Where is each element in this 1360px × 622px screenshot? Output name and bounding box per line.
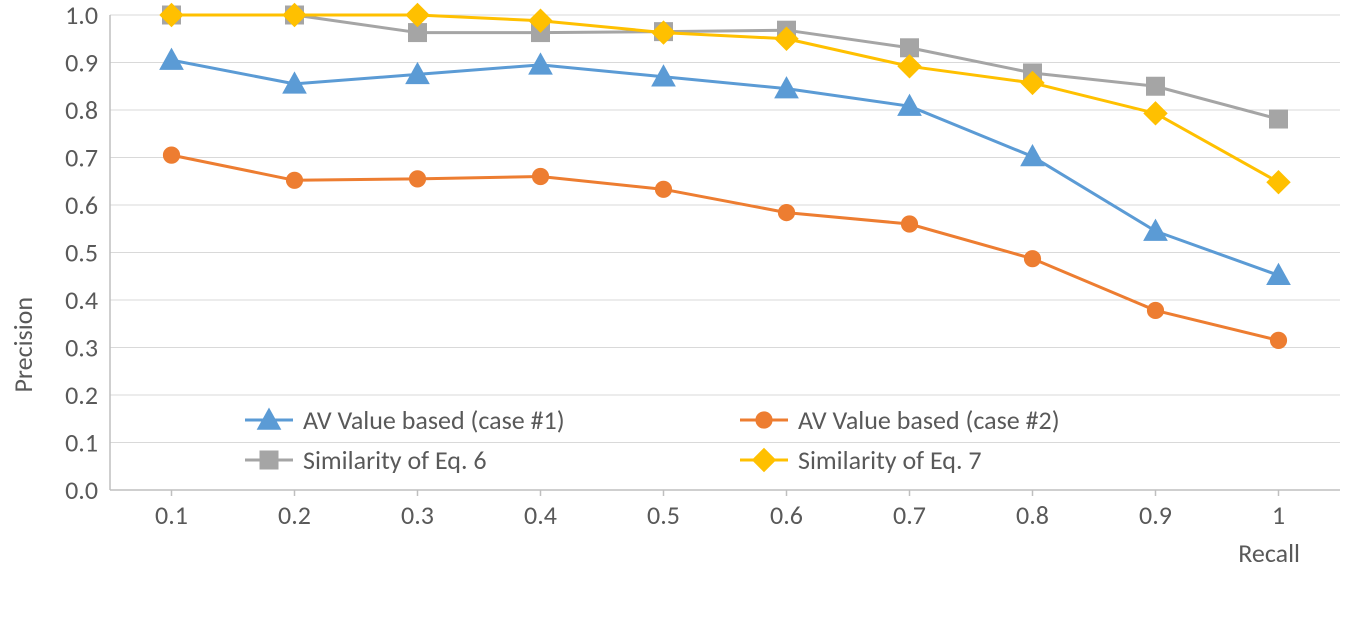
y-tick-label: 0.7	[65, 142, 98, 174]
x-tick-label: 0.3	[401, 499, 434, 531]
precision-recall-chart: 0.0 0.1 0.2 0.3 0.4 0.5 0.6 0.7 0.8 0.9 1.0 0.1 0.2 0…	[0, 0, 1360, 622]
y-tick-label: 0.5	[65, 237, 98, 269]
y-tick-label: 0.0	[65, 474, 98, 506]
y-tick-label: 0.2	[65, 379, 98, 411]
y-tick-label: 0.8	[65, 94, 98, 126]
y-tick-label: 0.3	[65, 332, 98, 364]
x-axis-label: Recall	[1238, 537, 1300, 569]
x-tick-label: 0.4	[524, 499, 557, 531]
chart-svg: 0.0 0.1 0.2 0.3 0.4 0.5 0.6 0.7 0.8 0.9 1.0 0.1 0.2 0…	[0, 0, 1360, 622]
x-tick-label: 0.6	[770, 499, 803, 531]
legend-label: Similarity of Eq. 7	[798, 444, 982, 476]
x-tick-label: 0.1	[155, 499, 188, 531]
y-tick-label: 1.0	[65, 0, 98, 31]
y-tick-label: 0.4	[65, 284, 98, 316]
y-tick-label: 0.9	[65, 47, 98, 79]
legend-label: Similarity of Eq. 6	[303, 444, 487, 476]
x-tick-label: 0.7	[893, 499, 926, 531]
x-tick-label: 1	[1272, 499, 1285, 531]
x-tick-label: 0.5	[647, 499, 680, 531]
legend-label: AV Value based (case #1)	[303, 404, 565, 436]
x-tick-label: 0.8	[1016, 499, 1049, 531]
y-axis-label: Precision	[7, 297, 39, 393]
x-tick-label: 0.2	[278, 499, 311, 531]
legend-label: AV Value based (case #2)	[798, 404, 1060, 436]
x-tick-label: 0.9	[1139, 499, 1172, 531]
y-tick-label: 0.6	[65, 189, 98, 221]
y-tick-label: 0.1	[65, 427, 98, 459]
